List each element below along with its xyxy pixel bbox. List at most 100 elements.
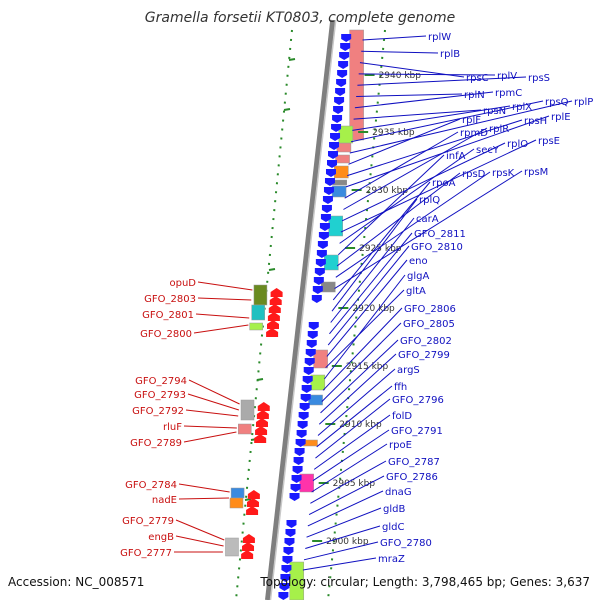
- forward-gene-arrow: [297, 421, 308, 429]
- forward-gene-arrow: [286, 520, 297, 528]
- forward-gene-arrow: [291, 475, 302, 483]
- forward-gene-arrow: [285, 529, 296, 537]
- reverse-gene-arrow: [257, 402, 270, 411]
- forward-gene-arrow: [323, 187, 334, 195]
- forward-gene-label: GFO_2780: [380, 538, 432, 549]
- forward-gene-arrow: [293, 457, 304, 465]
- forward-leader: [329, 232, 413, 335]
- forward-gene-arrow: [324, 178, 335, 186]
- forward-gene-label: rpsH: [524, 116, 547, 127]
- forward-gene-arrow: [340, 43, 351, 51]
- forward-gene-arrow: [301, 385, 312, 393]
- forward-gene-label: rpsM: [524, 167, 548, 178]
- tick-label-8: 2900 kbp: [326, 537, 369, 547]
- forward-gene-arrow: [292, 466, 303, 474]
- reverse-gene-arrow: [242, 542, 255, 551]
- forward-gene-arrow: [283, 547, 294, 555]
- genome-backbone: [265, 19, 336, 601]
- forward-gene-label: mraZ: [378, 554, 405, 565]
- forward-leader: [312, 429, 390, 482]
- forward-leader: [322, 307, 403, 391]
- forward-gene-label: rplE: [551, 112, 571, 123]
- forward-leader: [349, 100, 573, 154]
- forward-gene-label: glgA: [407, 271, 429, 282]
- forward-leader: [306, 507, 382, 538]
- map-title: Gramella forsetii KT0803, complete genom…: [144, 10, 456, 26]
- forward-gene-label: GFO_2786: [386, 472, 438, 483]
- forward-gene-arrow: [325, 169, 336, 177]
- accession-text: Accession: NC_008571: [8, 575, 145, 589]
- forward-gene-label: GFO_2811: [414, 229, 466, 240]
- feature-block: [331, 185, 347, 198]
- forward-leader: [345, 115, 550, 188]
- forward-leader: [356, 93, 463, 97]
- tick-label-6: 2910 kbp: [339, 420, 382, 430]
- reverse-gene-label: engB: [148, 532, 174, 543]
- reverse-gene-arrow: [255, 418, 268, 427]
- reverse-leader: [183, 425, 237, 429]
- forward-leader: [317, 368, 396, 436]
- forward-gene-arrow: [327, 160, 337, 168]
- forward-gene-arrow: [338, 61, 349, 69]
- forward-gene-label: rpsC: [466, 73, 489, 84]
- forward-leader: [340, 139, 537, 233]
- reverse-gene-label: opuD: [169, 278, 196, 289]
- forward-gene-label: infA: [446, 151, 466, 162]
- reverse-leader: [197, 281, 253, 291]
- forward-gene-arrow: [303, 367, 314, 375]
- forward-gene-label: secY: [476, 145, 500, 156]
- reverse-gene-arrow: [256, 410, 269, 419]
- forward-leader: [357, 76, 527, 86]
- forward-leader: [335, 171, 491, 278]
- forward-gene-label: eno: [409, 256, 428, 267]
- reverse-gene-arrow: [255, 426, 268, 435]
- forward-leader: [330, 217, 415, 323]
- reverse-gene-label: GFO_2792: [132, 406, 184, 417]
- reverse-gene-arrow: [270, 288, 283, 297]
- forward-gene-label: GFO_2787: [388, 457, 440, 468]
- forward-gene-label: rplV: [497, 71, 517, 82]
- reverse-leader: [178, 483, 230, 493]
- forward-gene-label: GFO_2791: [391, 426, 443, 437]
- forward-gene-label: rpsE: [538, 136, 560, 147]
- forward-gene-arrow: [329, 142, 340, 150]
- forward-gene-arrow: [330, 133, 341, 141]
- reverse-gene-label: GFO_2803: [144, 294, 196, 305]
- forward-gene-label: rpmD: [460, 128, 488, 139]
- forward-gene-arrow: [322, 196, 333, 204]
- forward-gene-label: rplF: [462, 115, 481, 126]
- track-dash: [288, 58, 296, 61]
- forward-gene-arrow: [304, 358, 315, 366]
- forward-leader: [343, 127, 488, 210]
- forward-gene-label: GFO_2805: [403, 319, 455, 330]
- forward-gene-arrow: [314, 268, 325, 276]
- forward-leader: [336, 172, 461, 267]
- reverse-gene-arrow: [247, 490, 260, 499]
- forward-leader: [331, 198, 418, 312]
- reverse-feature-block: [229, 497, 244, 509]
- forward-gene-label: rpoE: [389, 440, 412, 451]
- forward-leader: [311, 443, 388, 493]
- reverse-gene-arrow: [241, 550, 254, 559]
- forward-leader: [321, 322, 402, 402]
- forward-leader: [316, 385, 393, 448]
- forward-leader: [323, 274, 406, 380]
- forward-leader: [362, 35, 427, 41]
- forward-leader: [348, 118, 461, 165]
- forward-leader: [352, 105, 511, 131]
- forward-gene-arrow: [305, 349, 316, 357]
- forward-gene-label: rplX: [512, 102, 532, 113]
- forward-gene-label: GFO_2799: [398, 350, 450, 361]
- reverse-leader: [183, 431, 237, 443]
- forward-gene-arrow: [307, 331, 318, 339]
- forward-gene-arrow: [282, 556, 293, 564]
- forward-gene-arrow: [334, 97, 345, 105]
- forward-gene-label: GFO_2796: [392, 395, 444, 406]
- forward-gene-arrow: [336, 79, 347, 87]
- forward-leader: [334, 170, 523, 290]
- reverse-gene-arrow: [267, 312, 280, 321]
- forward-leader: [361, 50, 439, 54]
- forward-gene-label: rpmC: [495, 88, 522, 99]
- forward-gene-arrow: [284, 538, 295, 546]
- forward-gene-arrow: [331, 124, 342, 132]
